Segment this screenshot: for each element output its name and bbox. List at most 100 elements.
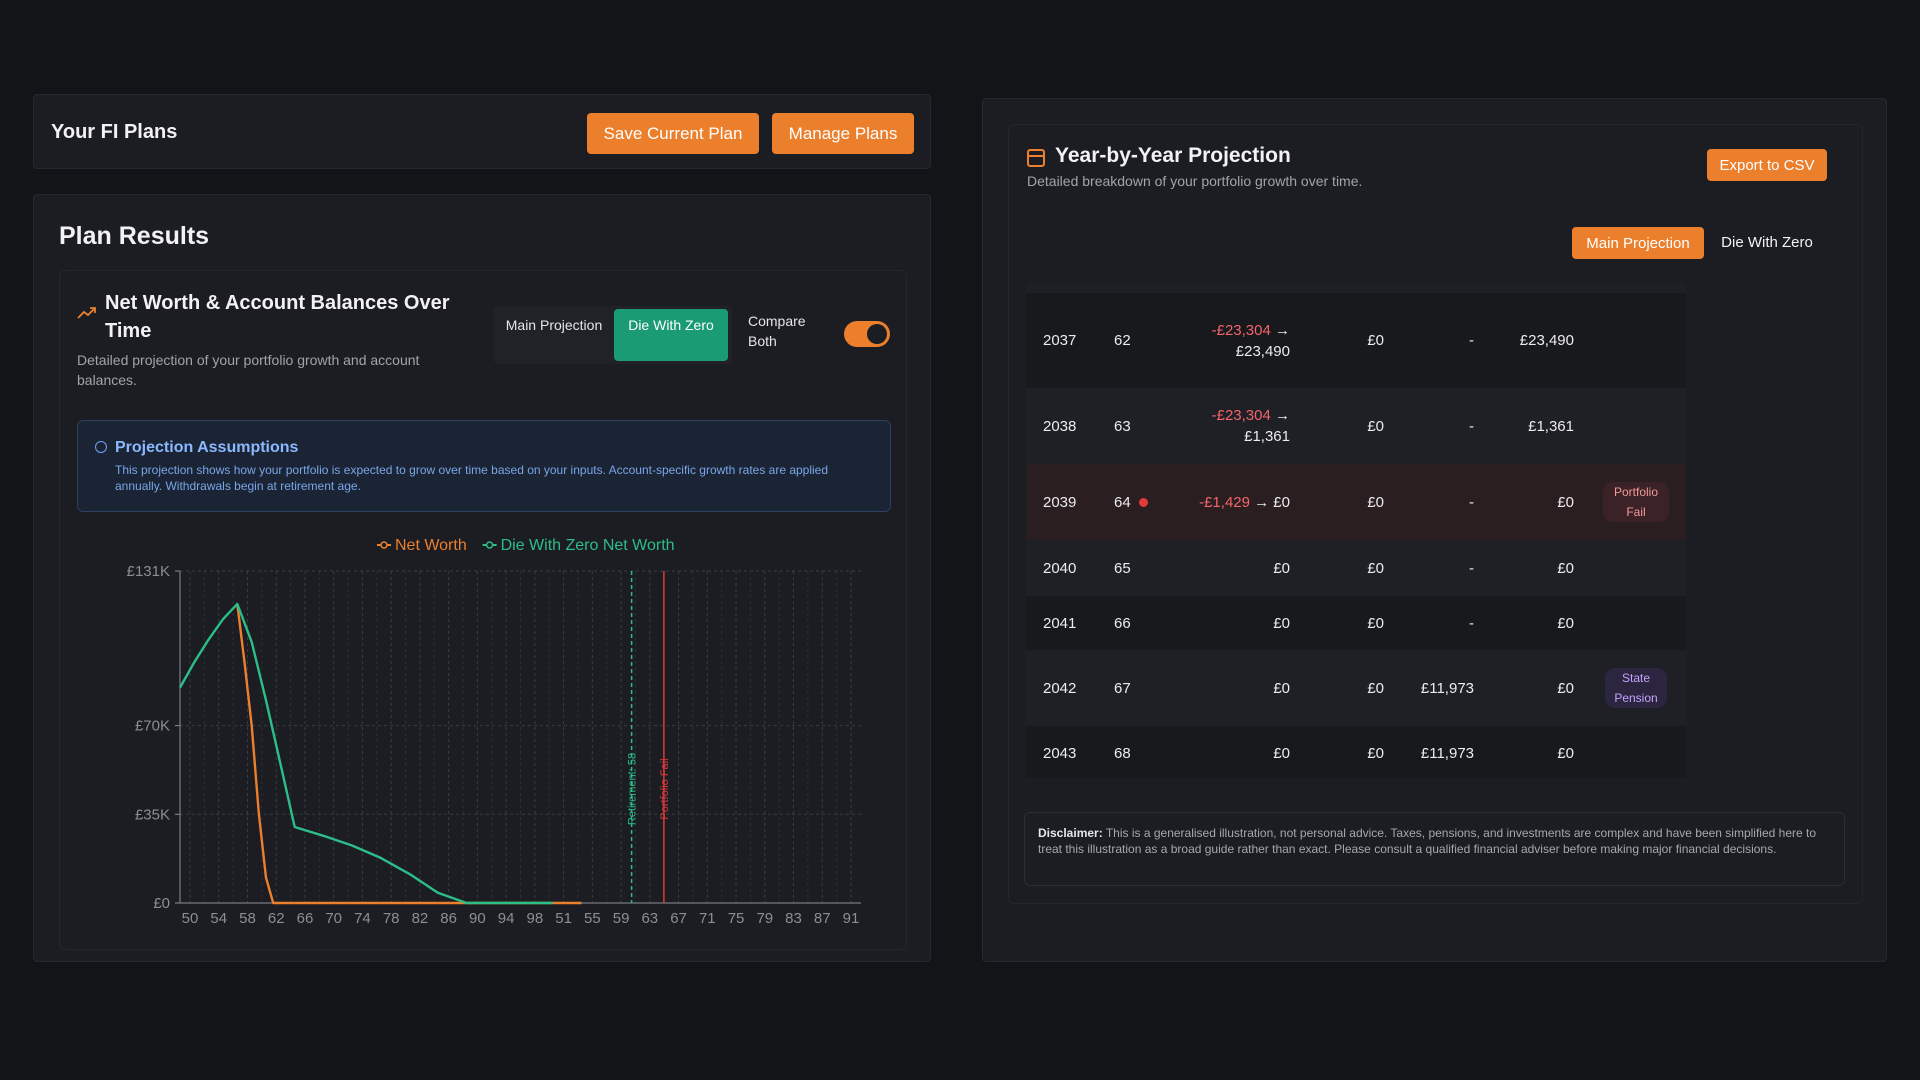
series-line (178, 602, 553, 905)
cell-balance: £1,361 (1528, 417, 1574, 435)
y-tick-label: £131K (127, 563, 170, 580)
cell-age: 66 (1114, 596, 1131, 650)
legend-marker (380, 541, 388, 549)
disclaimer-label: Disclaimer: (1038, 826, 1103, 840)
age-value: 68 (1114, 744, 1131, 762)
x-tick-label: 91 (843, 910, 860, 927)
cell-portfolio-change: -£23,304 → £1,361 (1186, 388, 1290, 464)
table-row: 2038 63 -£23,304 → £1,361 £0 - £1,361 (1026, 388, 1686, 464)
cell-contributions: £0 (1367, 614, 1384, 632)
change-negative: -£23,304 (1211, 321, 1271, 339)
compare-both-switch[interactable] (844, 321, 890, 347)
age-value: 67 (1114, 679, 1131, 697)
cell-balance: £0 (1557, 493, 1574, 511)
x-tick-label: 98 (527, 910, 544, 927)
series-line (236, 603, 582, 905)
cell-status: Portfolio Fail (1591, 464, 1681, 540)
save-current-plan-button[interactable]: Save Current Plan (587, 113, 759, 154)
x-tick-label: 75 (728, 910, 745, 927)
x-tick-label: 87 (814, 910, 831, 927)
assumptions-text: This projection shows how your portfolio… (115, 463, 829, 493)
y-tick-label: £0 (153, 895, 170, 912)
chart-description: Detailed projection of your portfolio gr… (77, 352, 420, 388)
cell-age: 68 (1114, 726, 1131, 778)
plan-results-panel: Plan Results Net Worth & Account Balance… (33, 194, 931, 962)
projection-title: Year-by-Year Projection (1055, 144, 1291, 167)
change-rest: £0 (1273, 614, 1290, 632)
main-projection-toggle-button[interactable]: Main Projection (505, 317, 603, 333)
compare-both-label: Compare Both (748, 313, 806, 349)
x-tick-label: 59 (613, 910, 630, 927)
cell-age: 63 (1114, 388, 1131, 464)
projection-table: 2037 62 -£23,304 → £23,490 £0 - £23,490 2038 63… (1026, 283, 1686, 778)
fi-plans-bar: Your FI Plans Save Current Plan Manage P… (33, 94, 931, 169)
info-icon (95, 441, 107, 453)
change-negative: -£23,304 (1211, 407, 1271, 424)
table-row: 2039 64 -£1,429 → £0 £0 - £0 Portfolio Fail (1026, 464, 1686, 540)
cell-portfolio-change: £0 (1186, 596, 1290, 650)
x-tick-label: 54 (210, 910, 227, 927)
tab-die-with-zero[interactable]: Die With Zero (1721, 234, 1813, 251)
age-value: 64 (1114, 493, 1131, 511)
x-tick-label: 90 (469, 910, 486, 927)
age-value: 66 (1114, 614, 1131, 632)
cell-pension: - (1469, 332, 1474, 349)
y-tick-label: £35K (135, 806, 170, 823)
x-tick-label: 50 (182, 910, 199, 927)
x-tick-label: 67 (670, 910, 687, 927)
cell-portfolio-change: -£23,304 → £23,490 (1186, 293, 1290, 388)
trending-up-icon (77, 307, 96, 319)
change-rest: £0 (1273, 679, 1290, 697)
cell-balance: £0 (1557, 559, 1574, 577)
legend-marker (485, 541, 494, 549)
age-value: 63 (1114, 417, 1131, 435)
x-tick-label: 79 (756, 910, 773, 927)
y-tick-label: £70K (135, 718, 170, 735)
x-tick-label: 78 (383, 910, 400, 927)
switch-knob (867, 324, 887, 344)
cell-balance: £0 (1557, 614, 1574, 632)
cell-status (1591, 388, 1681, 464)
cell-contributions: £0 (1367, 559, 1384, 577)
change-rest: → £1,361 (1244, 407, 1290, 445)
plan-results-title: Plan Results (59, 222, 210, 250)
cell-status (1591, 596, 1681, 650)
cell-status (1591, 726, 1681, 778)
assumptions-title: Projection Assumptions (115, 439, 299, 456)
projection-view-toggle: Main Projection Die With Zero (494, 306, 732, 364)
disclaimer-box: Disclaimer: This is a generalised illust… (1024, 812, 1845, 886)
x-tick-label: 70 (325, 910, 342, 927)
cell-year: 2041 (1043, 614, 1077, 632)
fail-indicator-dot (1138, 497, 1148, 507)
cell-year: 2043 (1043, 744, 1077, 762)
cell-portfolio-change: £0 (1186, 650, 1290, 726)
x-tick-label: 51 (555, 910, 572, 927)
projection-description: Detailed breakdown of your portfolio gro… (1027, 173, 1363, 189)
change-rest: → £0 (1254, 493, 1290, 511)
cell-status: State Pension (1591, 650, 1681, 726)
disclaimer-text: This is a generalised illustration, not … (1038, 826, 1817, 856)
cell-age: 62 (1114, 293, 1131, 388)
table-row: 2040 65 £0 £0 - £0 (1026, 540, 1686, 596)
table-row: 2041 66 £0 £0 - £0 (1026, 596, 1686, 650)
cell-contributions: £0 (1367, 493, 1384, 511)
tab-main-projection[interactable]: Main Projection (1572, 227, 1704, 259)
cell-year: 2038 (1043, 417, 1077, 435)
export-csv-button[interactable]: Export to CSV (1707, 149, 1827, 181)
manage-plans-button[interactable]: Manage Plans (772, 113, 914, 154)
x-tick-label: 63 (641, 910, 658, 927)
x-tick-label: 83 (785, 910, 802, 927)
cell-portfolio-change: -£1,429 → £0 (1186, 464, 1290, 540)
cell-contributions: £0 (1367, 679, 1384, 697)
x-tick-label: 86 (440, 910, 457, 927)
change-rest: £0 (1273, 559, 1290, 577)
cell-contributions: £0 (1367, 744, 1384, 762)
row-status-badge: Portfolio Fail (1603, 482, 1669, 522)
cell-status (1591, 293, 1681, 388)
x-tick-label: 71 (699, 910, 716, 927)
table-row: 2043 68 £0 £0 £11,973 £0 (1026, 726, 1686, 778)
table-row: 2037 62 -£23,304 → £23,490 £0 - £23,490 (1026, 293, 1686, 388)
reference-line-label: Retirement: 58 (627, 753, 639, 825)
die-with-zero-toggle-button[interactable]: Die With Zero (614, 309, 728, 361)
change-rest: £0 (1273, 744, 1290, 762)
